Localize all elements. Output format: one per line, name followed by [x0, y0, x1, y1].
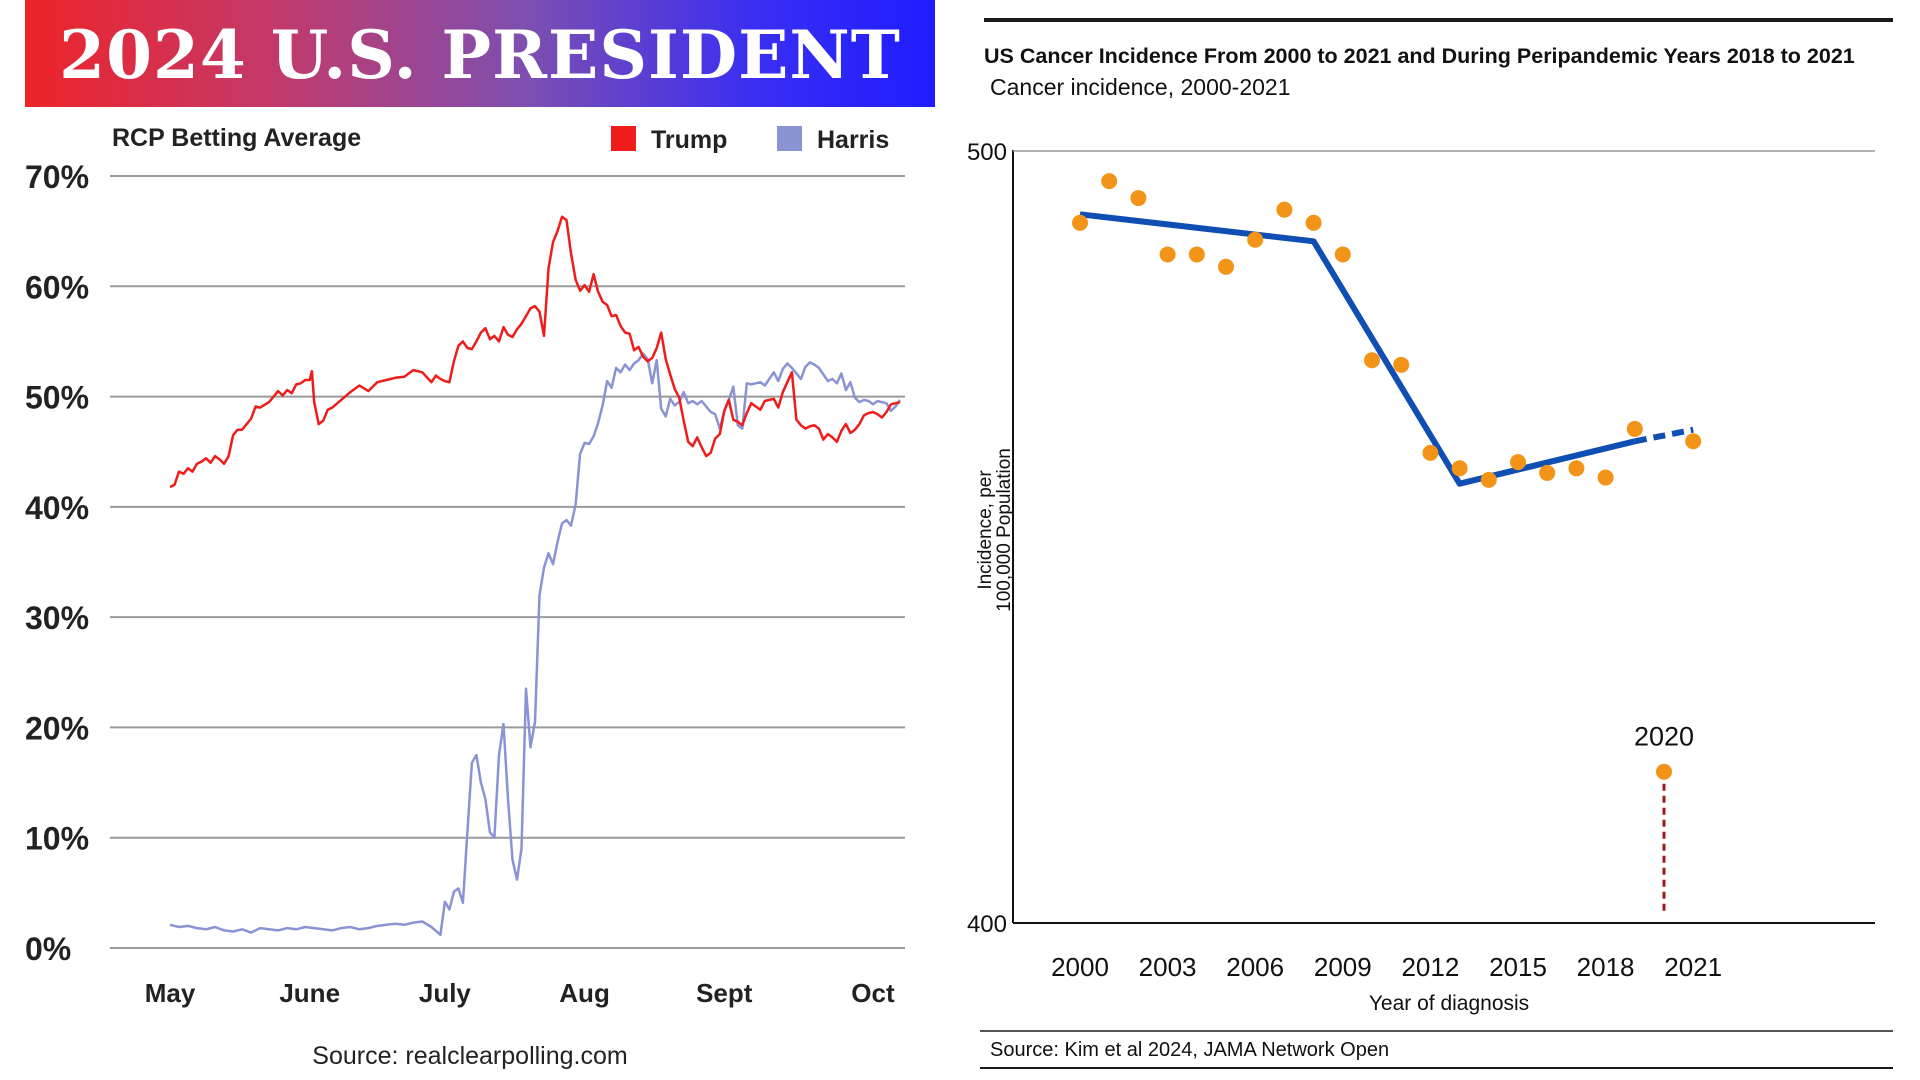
data-point	[1334, 246, 1351, 263]
x-tick-label: June	[279, 978, 340, 1008]
series-line-harris	[169, 352, 902, 937]
data-point	[1685, 433, 1702, 450]
betting-average-chart: 0% 10% 20% 30% 40% 50% 60% 70% May June July Aug Se…	[25, 124, 905, 1070]
x-tick-label: July	[419, 978, 472, 1008]
y-tick-label: 10%	[25, 821, 89, 857]
x-tick-label: 2018	[1577, 952, 1635, 982]
y-tick-label: 50%	[25, 380, 89, 416]
data-point	[1393, 356, 1410, 373]
y-tick-label: 20%	[25, 710, 89, 746]
source-text: Source: Kim et al 2024, JAMA Network Ope…	[990, 1039, 1389, 1061]
title-banner: 2024 U.S. PRESIDENT	[25, 0, 935, 107]
data-point	[1510, 454, 1526, 471]
legend-swatch-trump	[611, 126, 636, 151]
legend-label-trump: Trump	[651, 126, 727, 154]
data-point	[1159, 246, 1176, 263]
x-tick-label: 2003	[1139, 952, 1197, 982]
x-tick-label: 2000	[1051, 952, 1109, 982]
data-point	[1072, 214, 1088, 231]
data-point	[1218, 258, 1234, 275]
chart-title: US Cancer Incidence From 2000 to 2021 an…	[984, 44, 1855, 68]
y-tick-500: 500	[967, 139, 1007, 166]
x-tick-labels: 2000 2003 2006 2009 2012 2015 2018 2021	[1051, 952, 1722, 982]
left-panel: 2024 U.S. PRESIDENT 0% 10% 20% 30% 40% 50% 60%…	[25, 0, 935, 1070]
x-tick-label: Aug	[559, 978, 610, 1008]
cancer-incidence-chart: US Cancer Incidence From 2000 to 2021 an…	[967, 18, 1893, 1069]
x-tick-label: May	[145, 978, 196, 1008]
y-tick-label: 70%	[25, 159, 89, 195]
y-axis-label-line2: 100,000 Population	[994, 448, 1015, 612]
data-point	[1305, 214, 1322, 231]
data-point	[1626, 420, 1643, 437]
y-tick-label: 0%	[25, 931, 71, 967]
data-point	[1101, 173, 1118, 190]
y-tick-label: 30%	[25, 600, 89, 636]
data-point	[1568, 460, 1585, 477]
data-point	[1539, 464, 1556, 481]
data-point	[1656, 763, 1672, 780]
x-tick-label: 2009	[1314, 952, 1372, 982]
legend-swatch-harris	[777, 126, 802, 151]
y-tick-labels: 0% 10% 20% 30% 40% 50% 60% 70%	[25, 159, 89, 967]
data-point	[1597, 469, 1614, 486]
banner-title: 2024 U.S. PRESIDENT	[59, 16, 901, 94]
annotation-2020: 2020	[1634, 722, 1694, 752]
x-tick-label: 2006	[1226, 952, 1284, 982]
data-point	[1422, 444, 1439, 461]
chart-title: RCP Betting Average	[112, 124, 361, 152]
series-lines	[169, 215, 902, 937]
data-point	[1480, 471, 1497, 488]
y-tick-label: 40%	[25, 490, 89, 526]
data-point	[1364, 352, 1380, 369]
series-line-trump	[169, 215, 901, 489]
data-point	[1130, 190, 1147, 207]
data-point	[1247, 231, 1264, 248]
data-point	[1451, 460, 1468, 477]
x-tick-label: 2021	[1664, 952, 1722, 982]
right-panel: US Cancer Incidence From 2000 to 2021 an…	[960, 0, 1920, 1080]
source-text: Source: realclearpolling.com	[312, 1042, 627, 1070]
y-tick-400: 400	[967, 911, 1007, 938]
grid-lines	[110, 175, 905, 949]
x-tick-label: Oct	[851, 978, 895, 1008]
chart-subtitle: Cancer incidence, 2000-2021	[990, 74, 1290, 100]
y-tick-label: 60%	[25, 269, 89, 305]
x-tick-labels: May June July Aug Sept Oct	[145, 978, 895, 1008]
x-tick-label: Sept	[696, 978, 753, 1008]
legend-label-harris: Harris	[817, 126, 889, 154]
projected-trend-line	[1634, 426, 1694, 445]
data-point	[1188, 246, 1205, 263]
x-axis-label: Year of diagnosis	[1369, 992, 1529, 1015]
x-tick-label: 2012	[1401, 952, 1459, 982]
data-point	[1276, 201, 1293, 218]
x-tick-label: 2015	[1489, 952, 1547, 982]
trend-line	[1079, 211, 1636, 487]
y-axis-label-line1: Incidence, per	[975, 470, 996, 590]
plot-marks	[1072, 173, 1702, 915]
